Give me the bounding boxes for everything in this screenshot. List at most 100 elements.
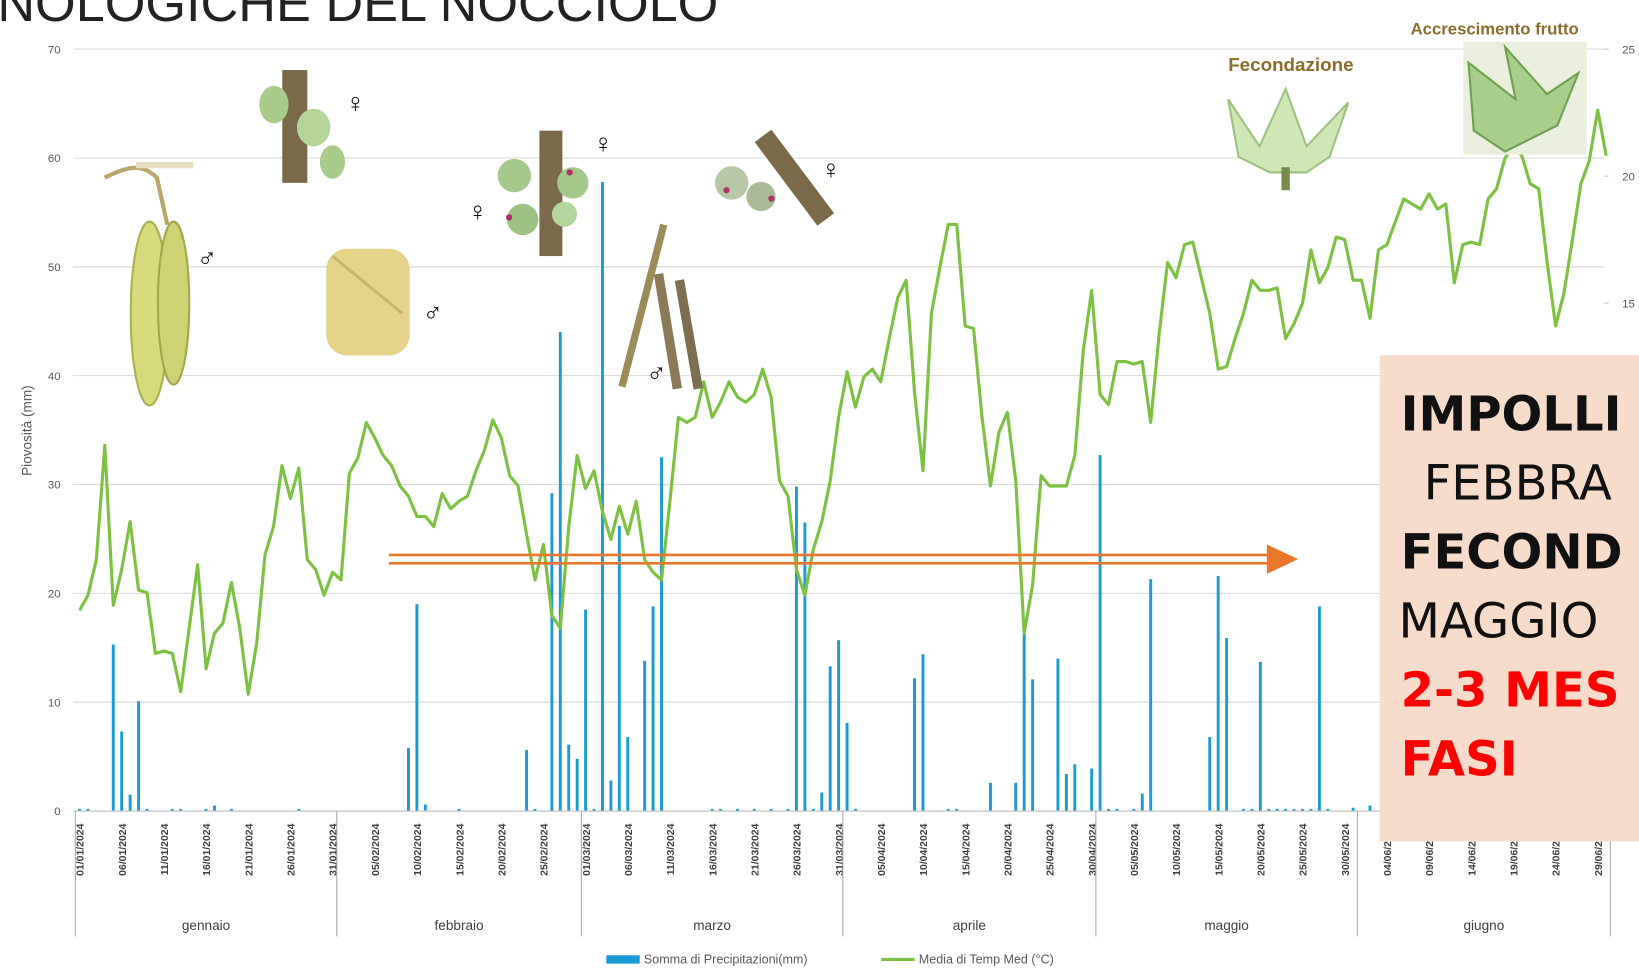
bar	[1368, 805, 1372, 812]
illustration-male-catkin	[103, 162, 194, 407]
x-tick-label: 14/06/2024	[1467, 823, 1478, 875]
x-tick-label: 31/01/2024	[329, 823, 340, 875]
text-box-lines: IMPOLLI FEBBRA FECOND MAGGIO 2-3 MES FASI	[1399, 387, 1623, 788]
bar	[423, 804, 427, 812]
bar	[1073, 764, 1077, 812]
x-tick-label: 25/02/2024	[540, 823, 551, 875]
bar	[794, 486, 798, 812]
bar	[1107, 808, 1110, 812]
x-tick-label: 15/05/2024	[1214, 823, 1225, 875]
y-axis-label: Piovosità (mm)	[19, 385, 34, 476]
month-label: gennaio	[182, 918, 230, 933]
bar	[769, 808, 773, 812]
legend-swatch	[606, 955, 640, 964]
x-tick-label: 11/01/2024	[160, 823, 171, 875]
bar	[710, 808, 714, 812]
illustration-female-bud	[259, 70, 345, 183]
x-tick-label: 21/03/2024	[750, 823, 761, 875]
x-tick-label: 06/01/2024	[118, 823, 129, 875]
bar	[828, 666, 832, 812]
annotation: ♀	[345, 87, 365, 118]
bar	[533, 808, 537, 812]
bar	[1267, 808, 1271, 812]
bar	[1301, 808, 1304, 812]
bar	[1258, 661, 1262, 812]
bar	[1022, 631, 1026, 812]
bar	[600, 181, 604, 812]
x-tick-label: 20/02/2024	[497, 823, 508, 875]
illustration-female-flower	[497, 130, 589, 257]
bar	[558, 332, 562, 812]
bar	[550, 493, 554, 812]
bar	[803, 522, 807, 812]
bar	[1292, 808, 1296, 812]
bar	[213, 805, 216, 812]
x-axis: 01/01/2024 06/01/2024 11/01/2024 16/01/2024…	[73, 810, 1611, 937]
bar	[1309, 808, 1313, 812]
bar	[988, 782, 992, 812]
x-tick-label: 10/05/2024	[1172, 823, 1183, 875]
bar	[854, 808, 857, 812]
y-tick-label: 40	[48, 371, 61, 383]
bar	[407, 747, 410, 812]
bar	[955, 808, 959, 812]
box-line: FECOND	[1401, 525, 1623, 581]
annotations: Accrescimento frutto Fecondazione ♀ ♀ ♀ ♀ ♂ ♂ ♂	[197, 19, 1579, 388]
legend-label: Somma di Precipitazioni(mm)	[644, 953, 808, 967]
bar	[1132, 808, 1136, 812]
x-tick-label: 10/02/2024	[413, 823, 424, 875]
bar	[719, 808, 723, 812]
bar	[837, 640, 841, 812]
illustration-male-catkin-2	[326, 248, 410, 356]
bar	[1014, 782, 1018, 812]
month-label: giugno	[1463, 918, 1504, 933]
bar	[1317, 606, 1321, 812]
x-tick-label: 05/04/2024	[877, 823, 888, 875]
bar	[179, 808, 183, 812]
x-tick-label: 24/06/2024	[1552, 823, 1563, 875]
legend-label: Media di Temp Med (°C)	[919, 953, 1054, 967]
box-line: MAGGIO	[1399, 594, 1599, 650]
box-line: 2-3 MES	[1401, 663, 1620, 719]
annotation: ♀	[593, 128, 613, 159]
x-tick-label: 19/06/2024	[1510, 823, 1521, 875]
y-tick-label: 10	[48, 697, 61, 709]
bar	[525, 750, 529, 812]
annotation: ♀	[821, 154, 841, 185]
bar	[457, 808, 461, 812]
bar	[811, 808, 815, 812]
bar	[617, 525, 621, 812]
bar	[567, 744, 571, 812]
x-tick-label: 16/01/2024	[202, 823, 213, 875]
box-line: IMPOLLI	[1401, 387, 1622, 443]
bar	[1250, 808, 1254, 812]
month-label: marzo	[693, 918, 731, 933]
annotation: Accrescimento frutto	[1411, 19, 1579, 38]
bar	[1216, 575, 1220, 812]
bar	[752, 808, 756, 812]
bar	[111, 644, 115, 812]
illustration-female-flower-2	[714, 129, 835, 226]
bars	[78, 181, 1372, 812]
x-tick-label: 25/04/2024	[1046, 823, 1057, 875]
y-tick-label: 20	[48, 589, 61, 601]
x-tick-label: 10/04/2024	[919, 823, 930, 875]
x-tick-label: 16/03/2024	[708, 823, 719, 875]
y2-tick-label: 20	[1622, 171, 1635, 183]
bar	[1149, 579, 1153, 812]
y2-tick-label: 25	[1622, 44, 1635, 56]
bar	[609, 780, 613, 812]
x-tick-label: 31/03/2024	[835, 823, 846, 875]
bar	[170, 808, 174, 812]
temperature-line	[78, 108, 1608, 696]
bar	[1225, 637, 1229, 812]
box-line: FEBBRA	[1424, 456, 1612, 512]
bar	[415, 604, 419, 812]
bar	[735, 808, 739, 812]
bar	[1275, 808, 1279, 812]
bar	[128, 794, 132, 812]
x-tick-label: 05/02/2024	[371, 823, 382, 875]
bar	[1351, 807, 1355, 812]
bar	[1242, 808, 1245, 812]
